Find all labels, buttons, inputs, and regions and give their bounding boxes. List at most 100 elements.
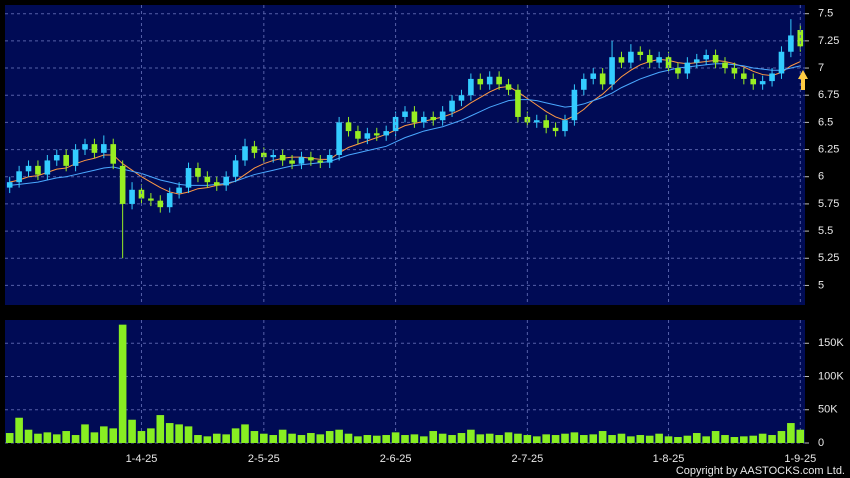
volume-bar bbox=[165, 423, 174, 443]
volume-bar bbox=[749, 435, 758, 443]
candle-body bbox=[496, 76, 502, 85]
y-tick-label: 50K bbox=[818, 404, 838, 416]
candle-body bbox=[373, 133, 380, 136]
volume-bar bbox=[344, 433, 353, 443]
candle-body bbox=[421, 116, 427, 123]
candle-body bbox=[129, 189, 135, 204]
volume-bar bbox=[636, 435, 645, 443]
candle-body bbox=[684, 62, 691, 74]
y-tick-label: 5 bbox=[818, 279, 824, 291]
volume-bar bbox=[674, 437, 682, 443]
volume-bar bbox=[382, 435, 390, 443]
volume-bar bbox=[692, 433, 701, 443]
volume-bar bbox=[269, 435, 278, 443]
volume-bar bbox=[476, 434, 485, 443]
volume-bar bbox=[118, 324, 127, 443]
volume-bar bbox=[184, 426, 193, 443]
candle-body bbox=[486, 76, 493, 85]
volume-bar bbox=[664, 436, 673, 443]
y-tick-label: 5.75 bbox=[818, 198, 839, 210]
volume-bar bbox=[401, 435, 409, 443]
volume-bar bbox=[485, 433, 494, 443]
x-tick-label: 2-6-25 bbox=[380, 453, 412, 465]
candle-body bbox=[468, 78, 474, 96]
candle-body bbox=[232, 160, 239, 177]
candle-body bbox=[439, 111, 446, 121]
volume-bar bbox=[570, 432, 579, 443]
arrow-icon bbox=[798, 70, 808, 90]
volume-bar bbox=[241, 424, 249, 443]
candle-body bbox=[25, 165, 32, 172]
volume-bar bbox=[551, 435, 560, 443]
volume-bar bbox=[796, 429, 805, 443]
candle-body bbox=[778, 51, 785, 74]
volume-bar bbox=[24, 429, 33, 443]
volume-bar bbox=[504, 432, 513, 443]
volume-bar bbox=[410, 434, 419, 443]
candle-body bbox=[16, 171, 22, 183]
candle-body bbox=[515, 89, 521, 117]
volume-bar bbox=[222, 434, 230, 443]
candle-body bbox=[562, 120, 568, 132]
candle-body bbox=[289, 160, 295, 164]
candle-body bbox=[628, 51, 634, 63]
volume-bar bbox=[250, 431, 259, 443]
candle-body bbox=[722, 62, 728, 69]
price-panel bbox=[5, 5, 805, 305]
candle-body bbox=[533, 120, 540, 123]
volume-bar bbox=[71, 435, 80, 443]
candle-body bbox=[543, 120, 549, 128]
y-tick-label: 150K bbox=[818, 337, 844, 349]
marks: 5 5.25 5.5 5.75 6 6.25 6.5 6.75 7 7.25 7.5 0 50K 100K… bbox=[5, 5, 844, 465]
candle-body bbox=[166, 193, 173, 208]
volume-bar bbox=[730, 437, 739, 443]
candle-body bbox=[693, 59, 700, 63]
candle-body bbox=[609, 57, 615, 85]
volume-bar bbox=[156, 415, 165, 443]
volume-bar bbox=[598, 431, 607, 443]
volume-bar bbox=[260, 433, 268, 443]
volume-bar bbox=[147, 428, 155, 443]
candle-body bbox=[213, 182, 220, 186]
candle-body bbox=[402, 111, 408, 117]
candle-body bbox=[101, 144, 107, 153]
candle-body bbox=[788, 35, 794, 52]
y-tick-label: 6.5 bbox=[818, 116, 833, 128]
volume-bar bbox=[438, 433, 447, 443]
volume-bar bbox=[203, 436, 212, 443]
copyright: Copyright by AASTOCKS.com Ltd. bbox=[676, 465, 845, 477]
candle-body bbox=[769, 73, 775, 82]
candle-body bbox=[458, 95, 465, 101]
volume-bar bbox=[34, 433, 42, 443]
x-tick-label: 1-8-25 bbox=[653, 453, 685, 465]
volume-bar bbox=[787, 423, 795, 443]
candle-body bbox=[581, 78, 587, 90]
volume-bar bbox=[128, 419, 136, 443]
candle-body bbox=[449, 100, 455, 112]
volume-bar bbox=[52, 434, 61, 443]
candle-body bbox=[637, 51, 644, 55]
candle-body bbox=[665, 57, 672, 69]
volume-bar bbox=[175, 424, 183, 443]
candle-body bbox=[505, 84, 512, 90]
candle-body bbox=[703, 55, 709, 60]
volume-bar bbox=[429, 431, 438, 443]
candle-body bbox=[712, 55, 719, 63]
y-tick-label: 7.25 bbox=[818, 35, 839, 47]
volume-bar bbox=[212, 433, 221, 443]
volume-bar bbox=[457, 433, 466, 443]
candle-body bbox=[345, 122, 352, 132]
volume-bar bbox=[43, 432, 52, 443]
candle-body bbox=[675, 68, 681, 74]
x-tick-label: 1-9-25 bbox=[784, 453, 816, 465]
candle-body bbox=[53, 155, 60, 161]
candle-body bbox=[185, 168, 192, 188]
volume-bar bbox=[523, 435, 532, 443]
candle-body bbox=[430, 116, 437, 121]
volume-bar bbox=[288, 433, 296, 443]
volume-bar bbox=[627, 436, 635, 443]
volume-bar bbox=[278, 429, 287, 443]
candle-body bbox=[298, 157, 305, 164]
volume-bar bbox=[81, 424, 89, 443]
